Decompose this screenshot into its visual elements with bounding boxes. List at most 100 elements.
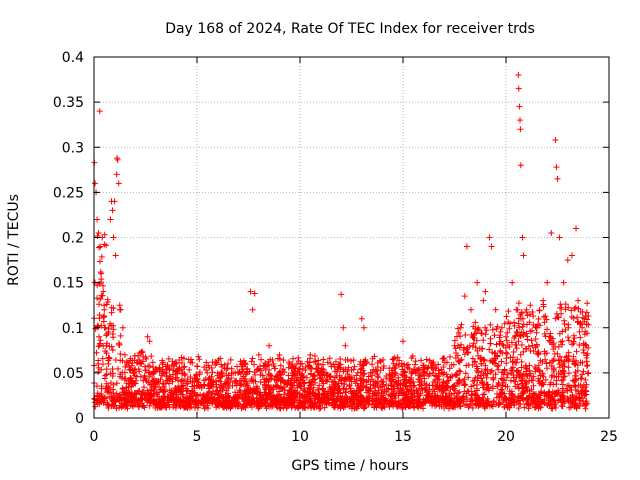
noise-mark [498,358,505,365]
noise-mark [126,367,133,374]
noise-mark [398,360,405,367]
noise-mark [583,316,590,323]
noise-mark [387,398,394,405]
noise-mark [111,402,118,409]
noise-mark [543,326,550,333]
noise-mark [426,357,433,364]
data-point [517,126,524,133]
noise-mark [583,387,590,394]
data-point [249,306,256,313]
noise-mark [116,395,123,402]
noise-mark [98,292,105,299]
data-point [410,378,417,385]
noise-mark [568,307,575,314]
noise-mark [162,363,169,370]
noise-mark [570,315,577,322]
noise-mark [329,378,336,385]
noise-mark [153,391,160,398]
noise-mark [109,373,116,380]
noise-mark [117,332,124,339]
noise-mark [516,401,523,408]
noise-mark [487,368,494,375]
data-point [420,369,427,376]
noise-mark [534,394,541,401]
noise-mark [383,373,390,380]
noise-mark [549,357,556,364]
noise-mark [106,343,113,350]
noise-mark [95,343,102,350]
noise-mark [515,320,522,327]
noise-mark [313,366,320,373]
noise-mark [281,369,288,376]
noise-mark [496,400,503,407]
noise-mark [215,375,222,382]
noise-mark [443,402,450,409]
noise-mark [571,382,578,389]
data-point [224,360,231,367]
noise-mark [435,361,442,368]
noise-mark [559,403,566,410]
noise-mark [153,366,160,373]
noise-mark [446,353,453,360]
noise-mark [315,386,322,393]
y-tick-label: 0.4 [62,50,84,66]
noise-mark [395,362,402,369]
noise-mark [266,366,273,373]
noise-mark [110,334,117,341]
noise-mark [166,380,173,387]
noise-mark [337,389,344,396]
noise-mark [372,387,379,394]
noise-mark [501,320,508,327]
noise-mark [139,388,146,395]
noise-mark [535,351,542,358]
noise-mark [301,399,308,406]
noise-mark [317,397,324,404]
noise-mark [135,403,142,410]
noise-mark [315,392,322,399]
noise-mark [302,367,309,374]
noise-mark [290,399,297,406]
noise-mark [415,376,422,383]
noise-mark [320,356,327,363]
noise-mark [132,372,139,379]
noise-mark [168,387,175,394]
noise-mark [422,384,429,391]
noise-mark [439,387,446,394]
noise-mark [530,382,537,389]
noise-mark [340,368,347,375]
noise-mark [405,361,412,368]
noise-mark [103,366,110,373]
noise-mark [536,307,543,314]
noise-mark [173,374,180,381]
noise-mark [496,340,503,347]
noise-mark [320,380,327,387]
noise-mark [544,391,551,398]
noise-mark [271,376,278,383]
noise-mark [465,349,472,356]
data-point [515,85,522,92]
noise-mark [370,378,377,385]
y-tick-label: 0.3 [62,140,84,156]
noise-mark [316,391,323,398]
noise-mark [439,355,446,362]
noise-mark [112,356,119,363]
noise-mark [453,333,460,340]
noise-mark [344,371,351,378]
noise-mark [310,390,317,397]
noise-mark [121,369,128,376]
noise-mark [425,388,432,395]
noise-mark [460,347,467,354]
noise-mark [93,383,100,390]
data-point [128,378,135,385]
noise-mark [275,392,282,399]
noise-mark [548,405,555,412]
noise-mark [369,355,376,362]
data-point [441,369,448,376]
noise-mark [375,374,382,381]
noise-mark [510,348,517,355]
data-point [98,270,105,277]
noise-mark [147,399,154,406]
data-point [136,387,143,394]
noise-mark [344,356,351,363]
data-point [103,342,110,349]
